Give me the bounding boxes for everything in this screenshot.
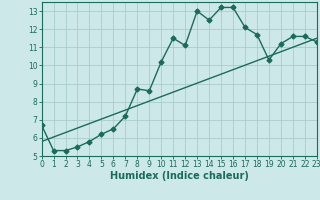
X-axis label: Humidex (Indice chaleur): Humidex (Indice chaleur) xyxy=(110,171,249,181)
